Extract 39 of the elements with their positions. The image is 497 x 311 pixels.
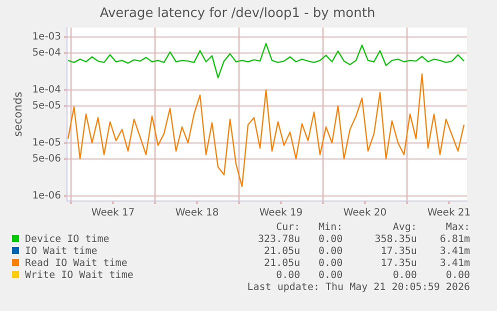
x-tick-label: Week 17 <box>91 208 135 219</box>
y-tick-label: 1e-06 <box>32 190 62 202</box>
text: Max: <box>444 222 470 234</box>
y-axis-title: seconds <box>11 92 24 137</box>
text: 17.35u <box>380 246 417 258</box>
text: 17.35u <box>380 258 417 270</box>
y-tick-label: 1e-03 <box>32 32 62 43</box>
x-tick-label: Week 20 <box>343 208 387 219</box>
legend-label: Write IO Wait time <box>24 270 134 282</box>
text: 3.41m <box>438 258 470 270</box>
legend-label: Read IO Wait time <box>24 258 128 270</box>
y-tick-label: 1e-04 <box>32 84 62 96</box>
y-tick-label: 5e-04 <box>32 47 62 58</box>
text: 21.05u <box>263 258 300 270</box>
text: 21.05u <box>263 246 300 258</box>
x-tick-label: Week 18 <box>175 208 219 219</box>
text: 3.41m <box>438 246 470 258</box>
text: 6.81m <box>438 234 470 246</box>
text: 0.00 <box>392 270 417 282</box>
text: 323.78u <box>257 234 300 246</box>
text: Avg: <box>392 222 417 234</box>
legend-label: IO Wait time <box>24 246 98 258</box>
text: 0.00 <box>444 270 470 282</box>
text: 0.00 <box>318 246 343 258</box>
text: Min: <box>318 222 343 234</box>
text: Last update: Thu May 21 20:05:59 2026 <box>246 282 470 294</box>
text: 358.35u <box>374 234 417 246</box>
text: 0.00 <box>318 234 343 246</box>
y-tick-label: 1e-05 <box>32 137 62 148</box>
text: 0.00 <box>275 270 300 282</box>
y-tick-label: 5e-05 <box>32 100 62 112</box>
legend-label: Device IO time <box>24 234 110 246</box>
chart-title: Average latency for /dev/loop1 - by month <box>100 6 376 22</box>
y-tick-label: 5e-06 <box>32 153 62 164</box>
x-tick-label: Week 21 <box>427 208 471 219</box>
text: 0.00 <box>318 270 343 282</box>
text: 0.00 <box>318 258 343 270</box>
x-tick-label: Week 19 <box>259 208 303 219</box>
text: Cur: <box>275 222 300 234</box>
